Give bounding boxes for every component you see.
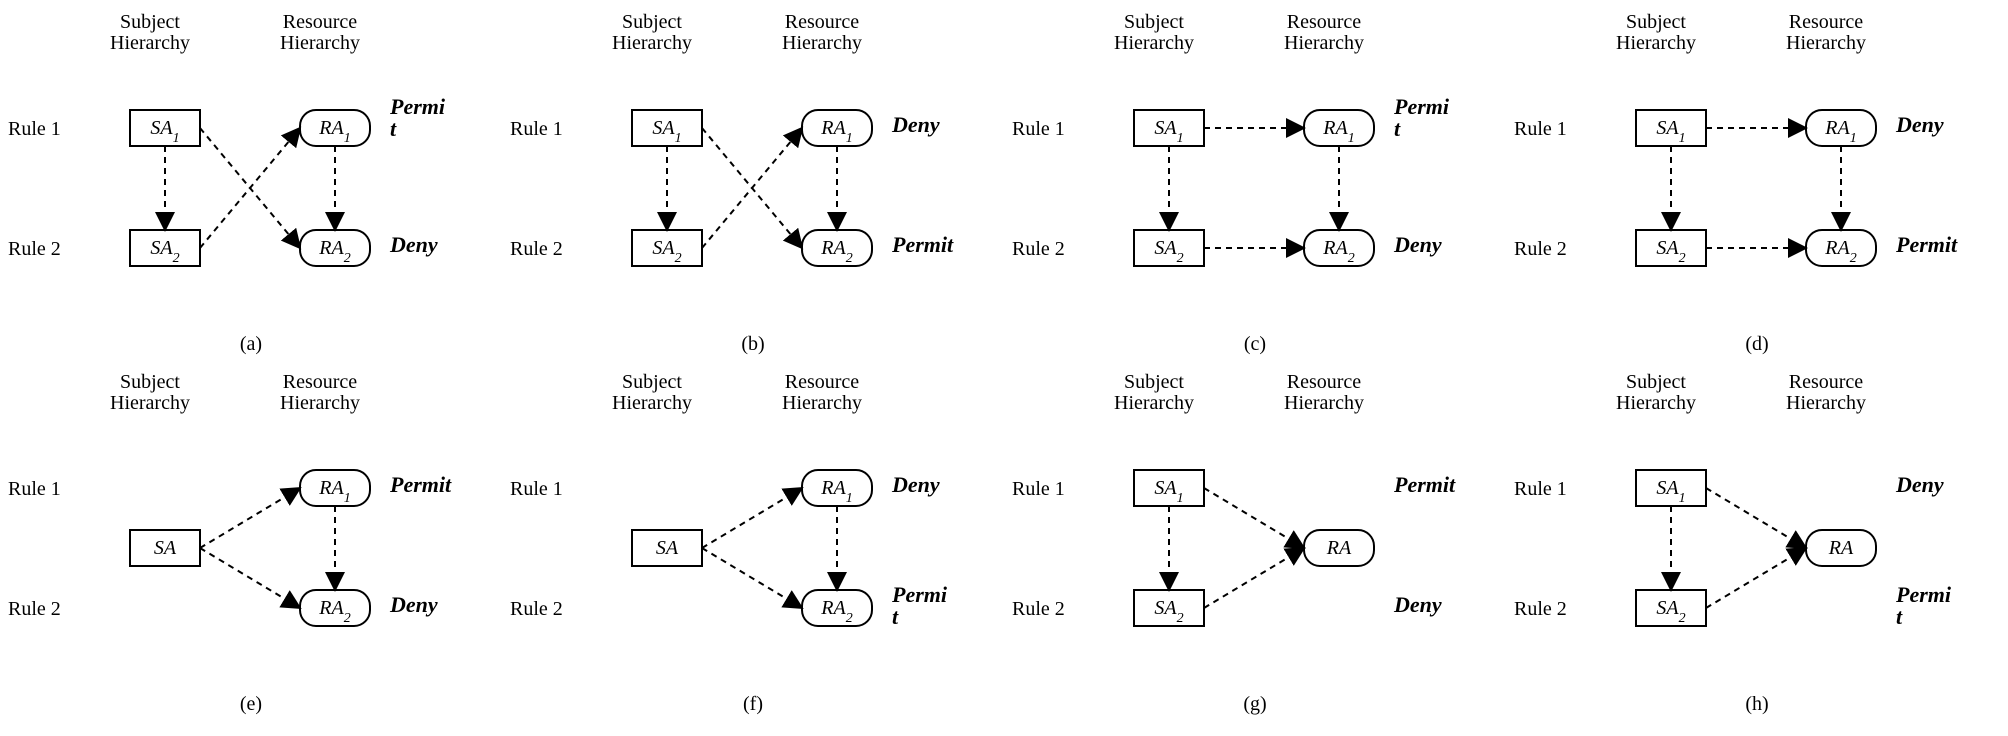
subject-node-1: SA1 <box>130 110 200 146</box>
resource-node-2: RA2 <box>1304 230 1374 266</box>
subject-node-1: SA <box>130 530 200 566</box>
resource-node-label-2: RA2 <box>1824 237 1856 266</box>
panel-svg: SA1 SA2 RA <box>1506 360 2008 720</box>
subject-node-label-2: SA2 <box>1154 597 1183 626</box>
edge-2 <box>1204 548 1304 608</box>
panel-f: Subject HierarchyResource HierarchyRule … <box>502 360 1004 720</box>
panel-svg: SA1 SA2 RA1 RA2 <box>502 0 1004 360</box>
panel-c: Subject HierarchyResource HierarchyRule … <box>1004 0 1506 360</box>
subject-node-2: SA2 <box>130 230 200 266</box>
subject-node-1: SA1 <box>632 110 702 146</box>
panel-a: Subject HierarchyResource HierarchyRule … <box>0 0 502 360</box>
panel-d: Subject HierarchyResource HierarchyRule … <box>1506 0 2008 360</box>
resource-node-2: RA2 <box>300 590 370 626</box>
resource-node-2: RA2 <box>802 590 872 626</box>
subject-node-1: SA <box>632 530 702 566</box>
subject-node-label-2: SA2 <box>1154 237 1183 266</box>
resource-node-label-2: RA2 <box>820 597 852 626</box>
subject-node-1: SA1 <box>1134 470 1204 506</box>
resource-node-label-2: RA2 <box>318 237 350 266</box>
resource-node-label-1: RA <box>1828 537 1854 559</box>
panel-b: Subject HierarchyResource HierarchyRule … <box>502 0 1004 360</box>
resource-node-label-1: RA1 <box>1824 117 1856 146</box>
resource-node-label-1: RA1 <box>820 477 852 506</box>
resource-node-1: RA1 <box>802 470 872 506</box>
panel-svg: SA RA1 RA2 <box>502 360 1004 720</box>
subject-node-2: SA2 <box>1636 590 1706 626</box>
panel-svg: SA1 SA2 RA <box>1004 360 1506 720</box>
resource-node-1: RA1 <box>1806 110 1876 146</box>
subject-node-label-1: SA <box>154 537 177 559</box>
panel-svg: SA1 SA2 RA1 RA2 <box>1506 0 2008 360</box>
subject-node-label-2: SA2 <box>652 237 681 266</box>
edge-1 <box>200 488 300 548</box>
diagram-grid: Subject HierarchyResource HierarchyRule … <box>0 0 2008 720</box>
subject-node-label-1: SA1 <box>1656 117 1685 146</box>
subject-node-label-2: SA2 <box>1656 597 1685 626</box>
resource-node-label-2: RA2 <box>1322 237 1354 266</box>
subject-node-label-1: SA1 <box>1154 117 1183 146</box>
subject-node-2: SA2 <box>1134 230 1204 266</box>
subject-node-1: SA1 <box>1134 110 1204 146</box>
resource-node-2: RA2 <box>1806 230 1876 266</box>
panel-e: Subject HierarchyResource HierarchyRule … <box>0 360 502 720</box>
resource-node-label-1: RA1 <box>1322 117 1354 146</box>
subject-node-1: SA1 <box>1636 110 1706 146</box>
edge-1 <box>1204 488 1304 548</box>
resource-node-1: RA1 <box>300 110 370 146</box>
resource-node-label-2: RA2 <box>318 597 350 626</box>
resource-node-1: RA <box>1806 530 1876 566</box>
resource-node-label-1: RA1 <box>820 117 852 146</box>
resource-node-label-1: RA <box>1326 537 1352 559</box>
subject-node-label-2: SA2 <box>150 237 179 266</box>
subject-node-label-1: SA <box>656 537 679 559</box>
edge-2 <box>702 548 802 608</box>
subject-node-label-1: SA1 <box>1656 477 1685 506</box>
resource-node-1: RA1 <box>300 470 370 506</box>
subject-node-1: SA1 <box>1636 470 1706 506</box>
edge-2 <box>200 548 300 608</box>
panel-h: Subject HierarchyResource HierarchyRule … <box>1506 360 2008 720</box>
panel-svg: SA RA1 RA2 <box>0 360 502 720</box>
subject-node-label-2: SA2 <box>1656 237 1685 266</box>
resource-node-label-1: RA1 <box>318 117 350 146</box>
panel-svg: SA1 SA2 RA1 RA2 <box>0 0 502 360</box>
edge-1 <box>1706 488 1806 548</box>
subject-node-label-1: SA1 <box>1154 477 1183 506</box>
resource-node-1: RA1 <box>802 110 872 146</box>
panel-g: Subject HierarchyResource HierarchyRule … <box>1004 360 1506 720</box>
resource-node-2: RA2 <box>300 230 370 266</box>
resource-node-1: RA1 <box>1304 110 1374 146</box>
resource-node-2: RA2 <box>802 230 872 266</box>
subject-node-2: SA2 <box>1636 230 1706 266</box>
subject-node-2: SA2 <box>632 230 702 266</box>
resource-node-1: RA <box>1304 530 1374 566</box>
edge-1 <box>702 488 802 548</box>
edge-2 <box>1706 548 1806 608</box>
subject-node-2: SA2 <box>1134 590 1204 626</box>
subject-node-label-1: SA1 <box>150 117 179 146</box>
panel-svg: SA1 SA2 RA1 RA2 <box>1004 0 1506 360</box>
subject-node-label-1: SA1 <box>652 117 681 146</box>
resource-node-label-1: RA1 <box>318 477 350 506</box>
resource-node-label-2: RA2 <box>820 237 852 266</box>
